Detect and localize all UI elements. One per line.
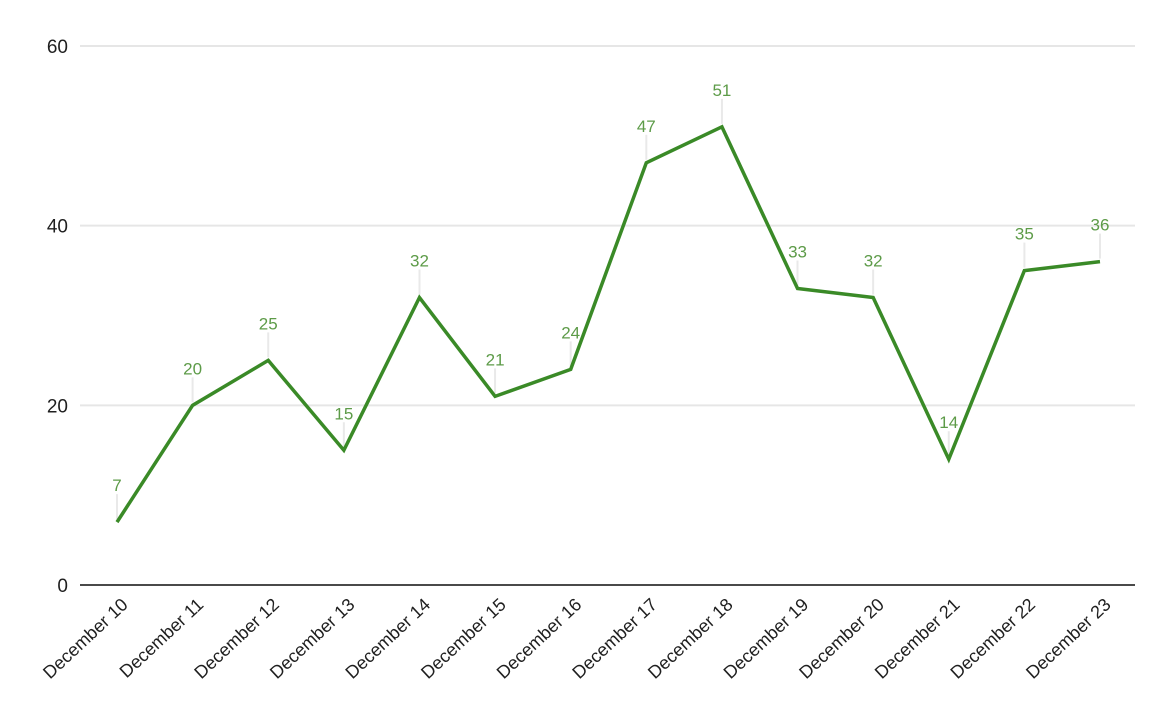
data-label: 36 [1091,216,1110,235]
data-label: 32 [410,252,429,271]
data-label: 35 [1015,225,1034,244]
data-label: 32 [864,252,883,271]
y-tick-label: 60 [47,37,68,58]
series-layer [115,124,1101,524]
data-label: 47 [637,117,656,136]
series-line [115,124,1101,524]
gridlines-layer [80,45,1135,586]
data-label: 15 [334,404,353,423]
y-tick-label: 40 [47,217,68,238]
data-label: 24 [561,323,580,342]
data-label-stems [116,98,1101,520]
data-label: 25 [259,314,278,333]
data-label: 51 [712,81,731,100]
y-tick-label: 20 [47,396,68,417]
data-label: 7 [112,476,121,495]
data-label: 14 [939,413,958,432]
data-label: 33 [788,243,807,262]
y-tick-label: 0 [57,576,68,597]
data-labels-layer: 7 20 25 15 32 21 24 47 51 33 32 14 35 36 [112,81,1109,495]
data-label: 20 [183,359,202,378]
data-label: 21 [486,350,505,369]
y-axis-tick-labels: 0 20 40 60 [47,37,68,597]
